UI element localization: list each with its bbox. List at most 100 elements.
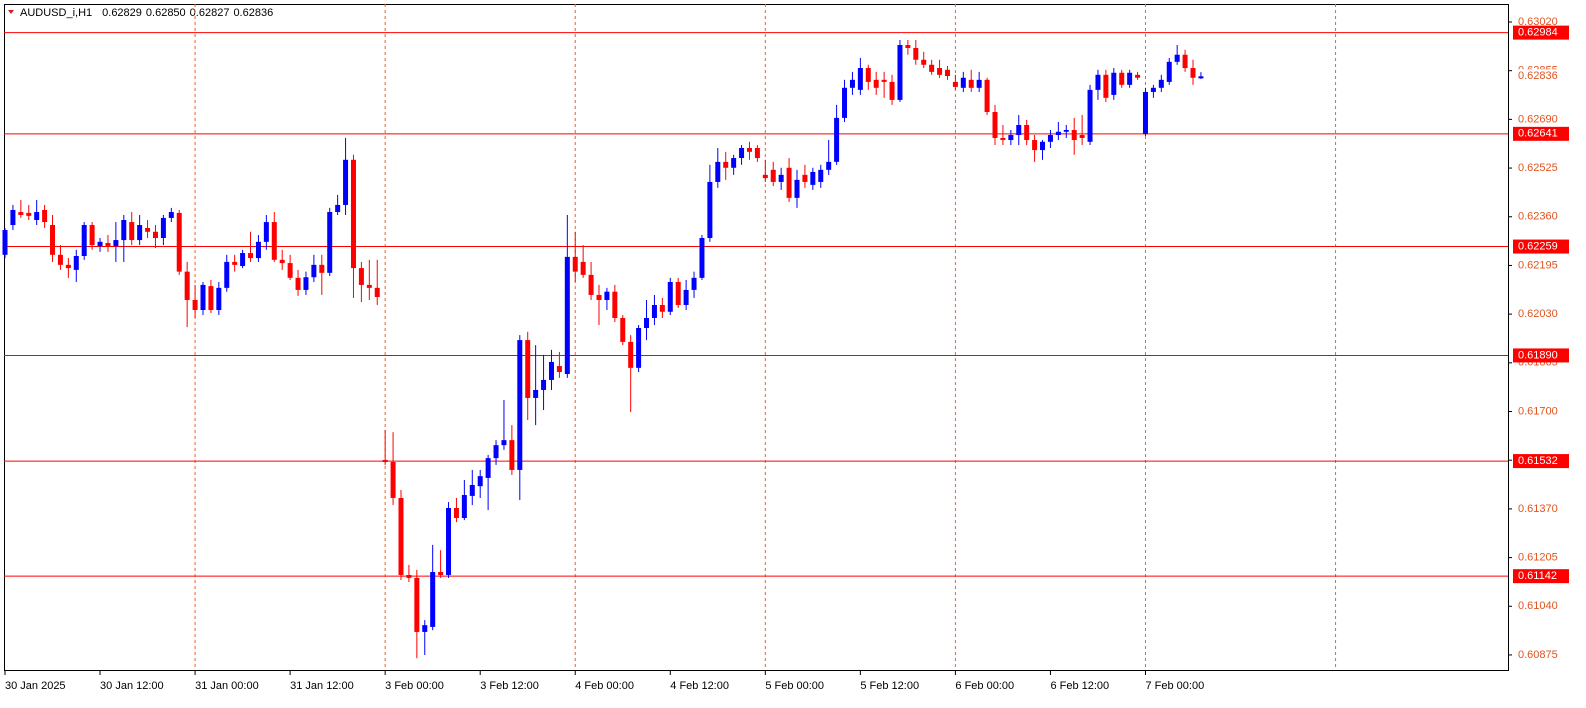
candle-body: [374, 287, 380, 298]
candle-body: [533, 389, 539, 398]
candle-body: [604, 291, 610, 300]
candle-body: [596, 294, 602, 300]
y-tick-label: 0.62360: [1518, 211, 1558, 223]
candle-body: [414, 577, 420, 632]
candle-body: [715, 161, 721, 182]
candle-body: [303, 277, 309, 290]
candle-body: [89, 225, 95, 246]
candle-body: [34, 212, 40, 220]
candle-body: [786, 167, 792, 198]
candle-body: [335, 204, 341, 213]
candle-body: [1000, 137, 1006, 141]
candle-body: [430, 572, 436, 627]
x-tick-label: 3 Feb 12:00: [480, 680, 539, 692]
candle-body: [160, 217, 166, 238]
level-label: 0.62984: [1518, 27, 1558, 39]
candle-body: [897, 45, 903, 100]
candle-body: [984, 79, 990, 112]
x-tick-label: 3 Feb 00:00: [385, 680, 444, 692]
candle-body: [889, 81, 895, 100]
candle-body: [65, 264, 71, 269]
candle-body: [295, 277, 301, 290]
candle-body: [707, 181, 713, 238]
candle-body: [1103, 74, 1109, 98]
x-tick-label: 6 Feb 12:00: [1050, 680, 1109, 692]
candle-body: [754, 148, 760, 159]
candle-body: [509, 440, 515, 470]
candle-body: [73, 256, 79, 270]
candle-body: [176, 212, 182, 272]
candle-body: [184, 271, 190, 300]
candle-body: [18, 212, 24, 215]
x-tick-label: 31 Jan 00:00: [195, 680, 259, 692]
candle-body: [137, 225, 143, 241]
level-label-bg: [1513, 25, 1569, 40]
candle-body: [216, 287, 222, 310]
candle-body: [232, 261, 238, 265]
level-label-bg: [1513, 348, 1569, 363]
candle-body: [849, 79, 855, 88]
candle-body: [873, 79, 879, 88]
candle-body: [390, 461, 396, 498]
candle-body: [469, 484, 475, 496]
candle-body: [208, 286, 214, 310]
candle-body: [192, 299, 198, 310]
candle-body: [1079, 135, 1085, 138]
candle-body: [976, 79, 982, 88]
candle-body: [81, 225, 87, 256]
candle-body: [968, 79, 974, 88]
candle-body: [842, 87, 848, 118]
candle-body: [485, 458, 491, 478]
candle-body: [240, 253, 246, 267]
candle-body: [699, 238, 705, 278]
candle-body: [493, 445, 499, 459]
plot-frame: [4, 4, 1509, 671]
candle-body: [382, 459, 388, 462]
header-value: 0.62850: [146, 7, 186, 19]
y-tick-label: 0.62195: [1518, 259, 1558, 271]
candle-body: [628, 341, 634, 368]
y-tick-label: 0.63020: [1518, 16, 1558, 28]
candle-body: [327, 212, 333, 273]
candle-body: [913, 47, 919, 60]
symbol-title: AUDUSD_i,H1: [20, 7, 92, 19]
x-tick-label: 6 Feb 00:00: [955, 680, 1014, 692]
candle-body: [398, 497, 404, 575]
candle-body: [358, 268, 364, 285]
y-tick-label: 0.61370: [1518, 503, 1558, 515]
candle-body: [572, 256, 578, 272]
candle-body: [905, 45, 911, 48]
candle-body: [121, 220, 127, 241]
candle-body: [731, 158, 737, 168]
candle-body: [1016, 124, 1022, 136]
candle-body: [818, 169, 824, 182]
candle-body: [1055, 131, 1061, 136]
candle-body: [461, 495, 467, 519]
candle-body: [794, 179, 800, 198]
candle-body: [1174, 54, 1180, 62]
candle-body: [865, 68, 871, 82]
candle-body: [881, 79, 887, 82]
header-value: 0.62827: [190, 7, 230, 19]
current-price-label: 0.62836: [1518, 70, 1558, 82]
candle-body: [1111, 72, 1117, 95]
x-tick-label: 5 Feb 00:00: [765, 680, 824, 692]
level-label-bg: [1513, 239, 1569, 254]
candle-body: [952, 81, 958, 87]
candle-body: [1190, 68, 1196, 78]
x-tick-label: 30 Jan 2025: [5, 680, 66, 692]
candle-body: [525, 340, 531, 398]
candle-body: [224, 261, 230, 288]
candle-body: [857, 68, 863, 90]
candle-body: [97, 241, 103, 246]
candle-body: [651, 304, 657, 318]
candle-body: [580, 261, 586, 275]
candle-body: [1119, 72, 1125, 85]
y-tick-label: 0.62525: [1518, 162, 1558, 174]
candle-body: [50, 225, 56, 255]
candle-body: [1008, 135, 1014, 141]
level-label: 0.61532: [1518, 455, 1558, 467]
level-label-bg: [1513, 126, 1569, 141]
